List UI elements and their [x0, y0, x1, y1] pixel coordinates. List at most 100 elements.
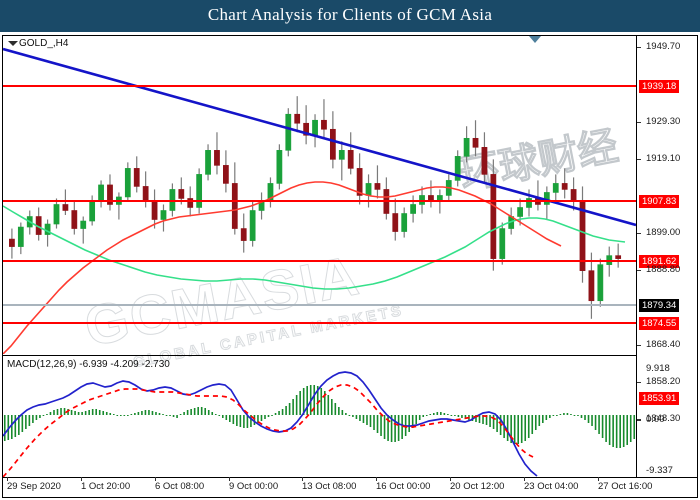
macd-histogram-bar: [633, 415, 636, 439]
macd-histogram-bar: [485, 415, 488, 425]
macd-histogram-bar: [88, 410, 90, 415]
macd-histogram-bar: [461, 415, 463, 418]
macd-histogram-bar: [432, 413, 435, 415]
date-axis-label: 20 Oct 12:00: [450, 481, 505, 492]
macd-histogram-bar: [341, 410, 344, 415]
macd-histogram-bar: [376, 415, 379, 433]
date-axis-tick: [376, 477, 377, 481]
macd-histogram-bar: [425, 415, 428, 416]
macd-histogram-bar: [130, 414, 133, 415]
price-pane[interactable]: [3, 36, 636, 354]
macd-histogram-bar: [225, 415, 228, 420]
macd-histogram-bar: [49, 412, 52, 415]
macd-axis-label: -9.337: [646, 465, 673, 476]
macd-histogram-bar: [531, 415, 534, 434]
macd-histogram-bar: [475, 415, 477, 422]
price-level-badge[interactable]: 1874.55: [639, 317, 680, 330]
macd-histogram-bar: [207, 410, 210, 415]
macd-histogram-bar: [306, 386, 308, 415]
macd-histogram-bar: [394, 415, 396, 442]
macd-histogram-bar: [264, 415, 266, 419]
macd-histogram-bar: [285, 406, 287, 415]
symbol-label: GOLD_,H4: [19, 38, 69, 49]
macd-histogram-bar: [243, 415, 245, 428]
macd-pane[interactable]: MACD(12,26,9) -6.939 -4.209 -2.730: [3, 358, 636, 477]
price-level-line[interactable]: [3, 260, 636, 262]
macd-histogram-bar: [549, 415, 551, 418]
page-title: Chart Analysis for Clients of GCM Asia: [207, 5, 493, 24]
macd-histogram-bar: [127, 415, 129, 416]
macd-histogram-bar: [331, 399, 333, 415]
macd-histogram-bar: [338, 407, 340, 415]
macd-histogram-bar: [260, 415, 263, 421]
date-axis-tick: [81, 477, 82, 481]
macd-histogram-bar: [32, 415, 34, 423]
price-axis-tick: [637, 47, 641, 48]
price-level-badge[interactable]: 1907.83: [639, 195, 680, 208]
macd-histogram-bar: [190, 409, 192, 415]
macd-histogram-bar: [84, 411, 87, 415]
price-axis-tick: [637, 345, 641, 346]
candlestick-series: [9, 96, 622, 319]
macd-histogram-bar: [591, 415, 593, 426]
date-axis-tick: [155, 477, 156, 481]
macd-histogram-bar: [447, 414, 449, 415]
ma-fast-line: [3, 181, 562, 354]
macd-histogram-bar: [302, 388, 305, 415]
macd-histogram-bar: [214, 414, 217, 415]
macd-histogram-bar: [257, 415, 259, 423]
macd-histogram-bar: [141, 411, 143, 415]
macd-histogram-bar: [14, 415, 17, 437]
macd-histogram-bar: [418, 415, 421, 420]
macd-histogram-bar: [334, 403, 337, 415]
price-level-badge[interactable]: 1939.18: [639, 80, 680, 93]
macd-histogram-bar: [492, 415, 495, 429]
macd-histogram-bar: [134, 413, 136, 415]
macd-histogram-bar: [605, 415, 607, 442]
triangle-down-icon: [8, 41, 18, 46]
price-axis-label: 1929.30: [646, 116, 681, 127]
macd-histogram-bar: [348, 415, 351, 416]
macd-histogram-bar: [496, 415, 498, 432]
price-level-badge[interactable]: 1891.62: [639, 255, 680, 268]
price-level-line[interactable]: [3, 85, 636, 87]
macd-histogram-bar: [70, 410, 73, 415]
date-axis-label: 23 Oct 04:00: [524, 481, 579, 492]
macd-histogram-bar: [499, 415, 502, 435]
macd-histogram-bar: [352, 415, 354, 417]
price-level-badge[interactable]: 1879.34: [639, 299, 680, 312]
macd-histogram-bar: [563, 413, 565, 415]
macd-histogram-bar: [454, 415, 456, 416]
macd-histogram-bar: [387, 415, 389, 441]
macd-histogram-bar: [320, 388, 323, 415]
macd-histogram-bar: [10, 415, 13, 439]
macd-histogram-bar: [359, 415, 361, 421]
price-level-line[interactable]: [3, 304, 636, 306]
macd-histogram-bar: [102, 411, 105, 415]
macd-histogram-bar: [401, 415, 403, 439]
macd-histogram-bar: [383, 415, 386, 439]
price-axis-tick: [637, 382, 641, 383]
date-axis-label: 13 Oct 08:00: [302, 481, 357, 492]
macd-histogram-bar: [345, 413, 347, 415]
macd-histogram-bar: [570, 414, 572, 415]
macd-histogram-bar: [176, 415, 178, 418]
price-axis-tick: [637, 233, 641, 234]
price-level-badge[interactable]: 1853.91: [639, 392, 680, 405]
macd-histogram-bar: [232, 415, 235, 424]
macd-histogram-bar: [517, 415, 519, 444]
macd-histogram-bar: [323, 391, 326, 415]
price-axis-label: 1858.20: [646, 376, 681, 387]
price-level-line[interactable]: [3, 200, 636, 202]
macd-histogram-bar: [542, 415, 544, 423]
date-axis-label: 9 Oct 00:00: [229, 481, 279, 492]
chart-frame[interactable]: GCMASIA GLOBAL CAPITAL MARKETS 环球财经 GOLD…: [2, 35, 698, 498]
price-level-line[interactable]: [3, 322, 636, 324]
macd-histogram-bar: [60, 408, 62, 415]
macd-histogram-bar: [271, 415, 273, 416]
macd-histogram-bar: [545, 415, 548, 420]
chart-top-marker-icon: [529, 36, 541, 43]
macd-histogram-bar: [204, 408, 207, 415]
macd-histogram-bar: [172, 415, 175, 417]
